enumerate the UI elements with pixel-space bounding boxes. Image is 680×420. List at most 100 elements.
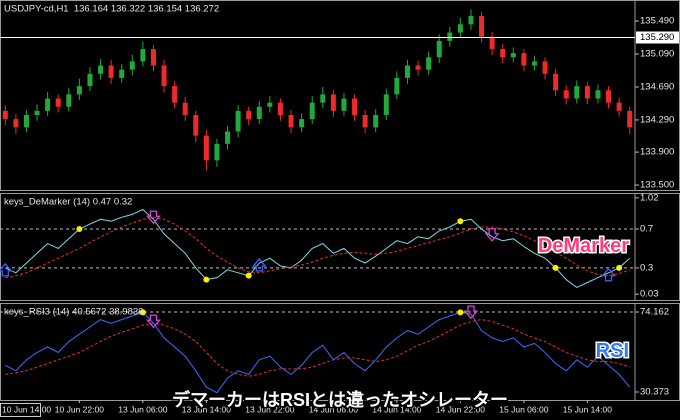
y-tick-label: 133.500 [640, 180, 674, 191]
candle-body [426, 57, 432, 70]
candle-body [595, 90, 601, 99]
candle-body [542, 61, 548, 74]
sell-arrow [146, 210, 161, 225]
candle-body [606, 90, 612, 103]
series-line [5, 311, 631, 394]
candle-body [352, 98, 358, 115]
candle-body [203, 135, 209, 161]
x-tick-label: 14 Jun 06:00 [309, 404, 358, 414]
sell-arrow [463, 305, 479, 320]
candle-body [235, 110, 241, 132]
y-tick-label: 0.3 [640, 262, 653, 273]
candle-body [563, 90, 569, 99]
candle-body [193, 114, 199, 136]
candle-body [320, 94, 326, 103]
series-line [5, 319, 630, 377]
panel-frame [0, 303, 680, 401]
x-tick-label: 13 Jun 14:00 [182, 404, 231, 414]
x-tick-label: 10 Jun 22:00 [55, 404, 104, 414]
candle-body [584, 86, 590, 99]
candle-body [373, 114, 379, 128]
candle-body [98, 65, 104, 74]
x-label-box [0, 403, 41, 417]
candle-body [288, 114, 294, 128]
candle-body [489, 36, 495, 50]
candle-body [362, 114, 368, 128]
y-tick-label: 0.7 [640, 224, 653, 235]
candle-body [76, 86, 82, 95]
y-tick-label: 134.690 [640, 81, 674, 92]
series-line [5, 216, 630, 279]
signal-dot [76, 225, 83, 232]
candle-body [574, 86, 580, 99]
candle-body [129, 61, 135, 70]
signal-dot [245, 272, 252, 279]
candle-body [267, 102, 273, 107]
candle-body [55, 98, 61, 107]
candle-body [246, 110, 252, 120]
candle-body [87, 73, 93, 87]
candle-body [172, 86, 178, 103]
sell-arrow [146, 314, 161, 329]
candle-body [34, 110, 40, 115]
signal-dot [616, 264, 623, 271]
signal-dot [457, 218, 464, 225]
candle-body [627, 110, 633, 128]
y-tick-label: 0.03 [640, 289, 659, 300]
candle-body [531, 61, 537, 66]
candle-body [13, 119, 19, 128]
candle-body [256, 106, 262, 120]
bid-label: 135.290 [640, 32, 674, 43]
candle-body [415, 65, 421, 70]
buy-arrow [601, 267, 616, 282]
x-tick-label: 15 Jun 06:00 [499, 404, 548, 414]
candle-body [394, 77, 400, 95]
candle-body [553, 73, 559, 91]
signal-dot [552, 264, 559, 271]
candle-body [330, 94, 336, 111]
y-tick-label: 135.490 [640, 16, 674, 27]
sell-arrow [484, 228, 500, 242]
y-tick-label: 133.900 [640, 147, 674, 158]
candle-body [468, 16, 474, 25]
x-tick-label: 14 Jun 22:00 [436, 404, 485, 414]
annotation: DeMarker [538, 235, 629, 257]
y-tick-label: 1.02 [640, 192, 659, 203]
x-tick-label: 14 Jun 14:00 [372, 404, 421, 414]
caption: デマーカーはRSIとは違ったオシレーター [172, 389, 508, 410]
x-tick-label: 15 Jun 14:00 [563, 404, 612, 414]
candle-body [2, 110, 8, 120]
candle-body [457, 24, 463, 33]
panel-title: USDJPY-cd,H1 136.164 136.322 136.154 136… [4, 4, 219, 15]
series-line [5, 208, 631, 288]
bid-label-box [636, 31, 679, 44]
candle-body [510, 53, 516, 58]
candle-body [341, 98, 347, 111]
x-tick-label: 10 Jun 14:00 [2, 404, 51, 414]
candle-body [150, 49, 156, 66]
x-tick-label: 13 Jun 22:00 [245, 404, 294, 414]
x-tick-label: 13 Jun 06:00 [118, 404, 167, 414]
candle-body [447, 32, 453, 41]
candle-body [45, 98, 51, 111]
candle-body [277, 102, 283, 115]
y-tick-label: 74.162 [640, 307, 669, 318]
annotation: RSI [596, 340, 629, 362]
panel-title: keys_RSI3 (14) 40.5672 38.9838 [4, 307, 143, 318]
panel-title: keys_DeMarker (14) 0.47 0.32 [4, 197, 132, 208]
signal-dot [457, 309, 464, 316]
candle-body [182, 102, 188, 115]
candle-body [299, 119, 305, 128]
candle-body [225, 131, 231, 144]
candle-body [521, 53, 527, 66]
candle-body [23, 114, 29, 128]
candle-body [140, 49, 146, 62]
candle-body [108, 65, 114, 78]
candle-body [383, 94, 389, 115]
candle-body [436, 40, 442, 58]
signal-dot [203, 276, 210, 283]
candle-body [66, 94, 72, 107]
candle-body [214, 143, 220, 161]
candle-body [404, 65, 410, 78]
